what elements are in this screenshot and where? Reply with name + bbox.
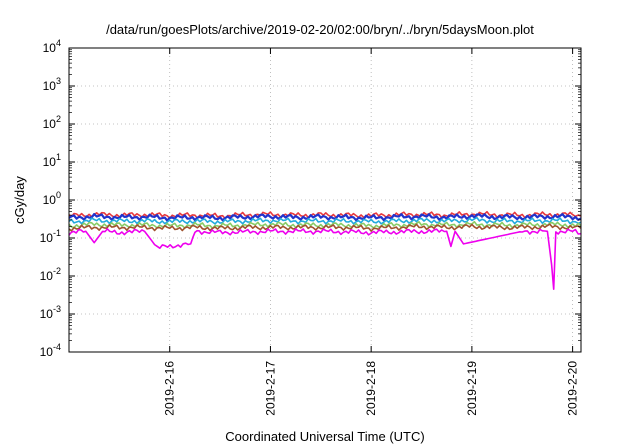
y-tick-label: 10-2 — [40, 266, 61, 283]
x-ticks: 2019-2-16 2019-2-17 2019-2-18 2019-2-19 2019… — [163, 48, 580, 416]
series-line-2 — [68, 213, 582, 222]
series-line-1 — [68, 210, 582, 220]
grid — [69, 48, 581, 352]
y-tick-label: 10-1 — [40, 228, 61, 245]
y-tick-label: 100 — [43, 190, 61, 207]
x-axis-label: Coordinated Universal Time (UTC) — [225, 429, 424, 444]
y-tick-label: 10-4 — [40, 342, 61, 359]
x-tick-label: 2019-2-18 — [364, 361, 378, 416]
y-tick-label: 101 — [43, 152, 61, 169]
series-line-6 — [68, 228, 582, 290]
series-line-3 — [68, 216, 582, 225]
y-tick-label: 102 — [43, 114, 61, 131]
chart-title: /data/run/goesPlots/archive/2019-02-20/0… — [106, 22, 534, 37]
series-group — [68, 210, 582, 290]
x-tick-label: 2019-2-19 — [465, 361, 479, 416]
y-ticks: 10-4 10-3 10-2 10-1 100 101 102 103 104 — [40, 38, 581, 359]
y-tick-label: 103 — [43, 76, 61, 93]
x-tick-label: 2019-2-16 — [163, 361, 177, 416]
y-axis-label: cGy/day — [12, 176, 27, 224]
y-tick-label: 10-3 — [40, 304, 61, 321]
y-tick-label: 104 — [43, 38, 61, 55]
series-line-5 — [68, 223, 582, 232]
x-tick-label: 2019-2-17 — [263, 361, 277, 416]
x-tick-label: 2019-2-20 — [566, 361, 580, 416]
